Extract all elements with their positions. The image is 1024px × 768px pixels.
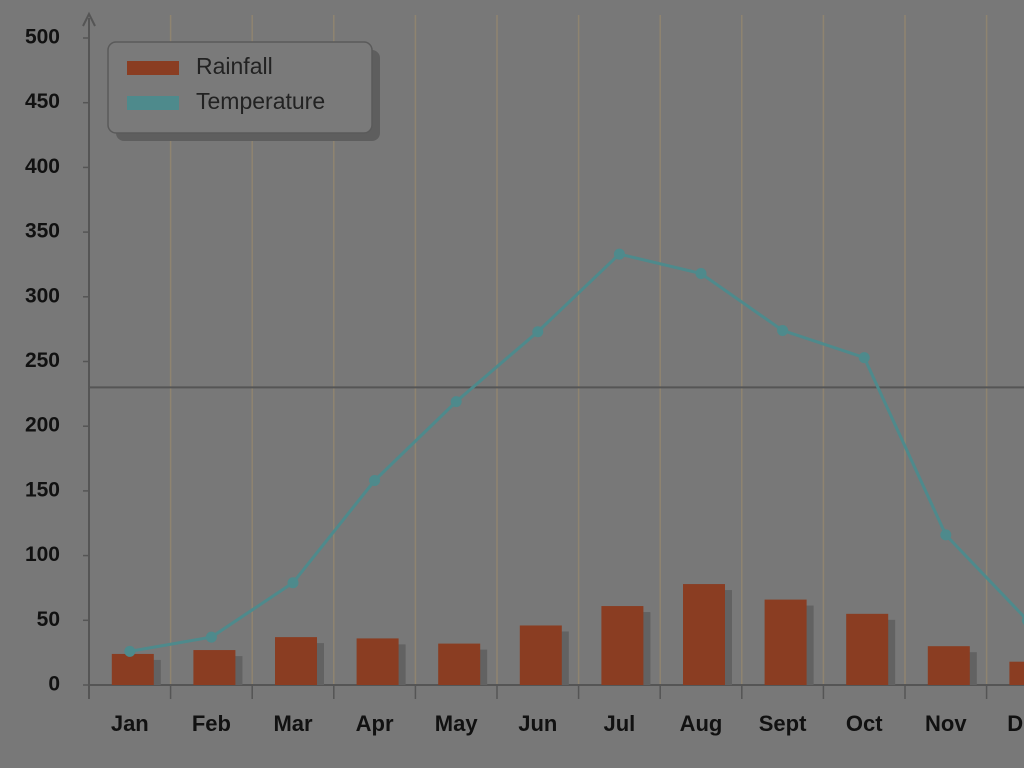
x-tick-label: Oct (846, 711, 883, 736)
bar (683, 584, 725, 685)
line-point (1021, 615, 1024, 625)
y-tick-label: 100 (25, 543, 60, 566)
line-point (450, 396, 462, 408)
x-tick-label: Nov (925, 711, 967, 736)
bar (846, 613, 889, 685)
legend: Rainfall Temperature (107, 41, 380, 141)
y-tick-label: 350 (25, 220, 60, 243)
line-point (205, 631, 217, 643)
bar (927, 646, 970, 685)
y-tick-label: 50 (37, 608, 60, 631)
x-tick-label: Aug (680, 711, 723, 736)
x-tick-label: Sept (759, 711, 807, 736)
x-tick-label: Dec (1007, 711, 1024, 736)
bar (111, 653, 154, 685)
line-point (369, 475, 381, 487)
bar (275, 637, 317, 685)
bar (356, 638, 399, 685)
line-point (777, 324, 789, 336)
x-tick-label: Jan (111, 711, 149, 736)
y-tick-label: 500 (25, 26, 60, 49)
line-point (287, 577, 299, 589)
bar (1009, 661, 1024, 685)
bar (438, 643, 481, 685)
y-tick-label: 400 (25, 155, 60, 178)
bar (193, 650, 236, 685)
x-tick-label: May (435, 711, 479, 736)
bar (764, 599, 807, 685)
y-tick-label: 250 (25, 349, 60, 372)
line-point (858, 352, 870, 364)
x-tick-label: Jun (518, 711, 557, 736)
y-axis-arrow (82, 11, 96, 27)
line-point (532, 326, 544, 338)
legend-swatch (127, 96, 179, 110)
y-tick-label: 0 (48, 673, 60, 696)
line-point (124, 645, 136, 657)
x-tick-label: Jul (604, 711, 636, 736)
x-tick-label: Apr (356, 711, 394, 736)
x-tick-label: Feb (192, 711, 231, 736)
legend-label: Temperature (196, 88, 325, 114)
y-tick-label: 150 (25, 478, 60, 501)
legend-label: Rainfall (196, 53, 273, 79)
x-tick-label: Mar (273, 711, 313, 736)
y-tick-label: 300 (25, 284, 60, 307)
legend-swatch (127, 61, 179, 75)
bar (519, 625, 562, 685)
line-point (695, 268, 707, 280)
line-point (613, 248, 625, 260)
bar (601, 606, 644, 685)
line-point (940, 529, 952, 541)
y-tick-label: 200 (25, 414, 60, 437)
y-tick-label: 450 (25, 90, 60, 113)
line (129, 252, 1024, 653)
